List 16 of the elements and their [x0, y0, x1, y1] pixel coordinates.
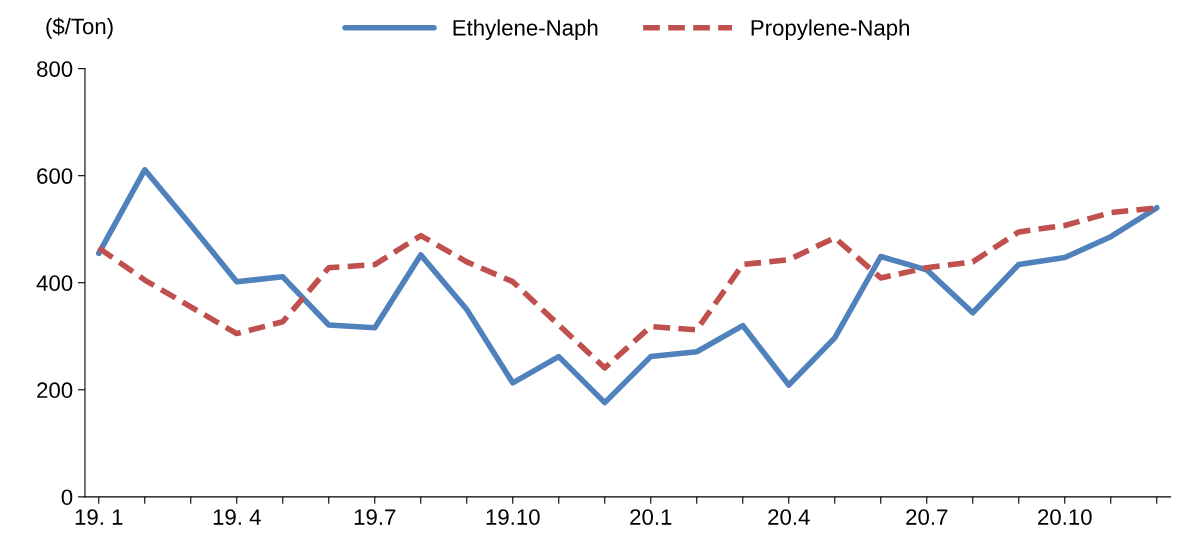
x-tick-label: 19.10 — [486, 509, 540, 525]
x-tick-label: 20.4 — [768, 509, 810, 525]
x-tick-label: 19.7 — [354, 509, 396, 525]
y-tick-label: 200 — [37, 382, 73, 399]
y-tick-label: 400 — [36, 275, 73, 292]
y-tick-label: 0 — [61, 489, 73, 506]
legend-label: Propylene-Naph — [751, 19, 910, 41]
y-axis-title: ($/Ton) — [46, 17, 113, 39]
legend-label: Ethylene-Naph — [453, 19, 598, 41]
x-tick-label: 20.10 — [1038, 509, 1092, 525]
x-tick-label: 19. 4 — [213, 509, 261, 525]
y-tick-label: 800 — [37, 61, 73, 77]
y-tick-label: 600 — [37, 168, 73, 184]
x-tick-label: 19. 1 — [75, 509, 123, 525]
x-tick-label: 20.7 — [906, 509, 948, 525]
x-tick-label: 20.1 — [630, 509, 672, 525]
